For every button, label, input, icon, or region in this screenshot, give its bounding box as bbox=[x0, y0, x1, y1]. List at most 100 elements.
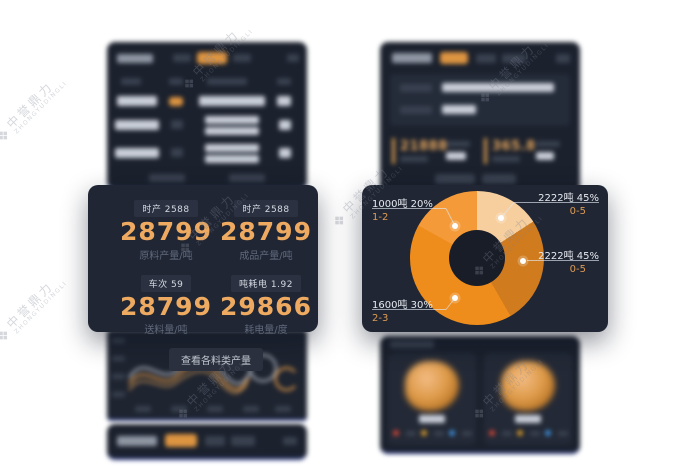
stat-sub-skeleton bbox=[536, 141, 560, 147]
stat-sub-skeleton bbox=[536, 152, 554, 160]
header-right-skeleton[interactable] bbox=[283, 437, 297, 445]
cell-skeleton bbox=[277, 96, 291, 106]
callout-bottom-left: 1600吨 30% bbox=[372, 300, 433, 311]
donut-chart[interactable] bbox=[410, 191, 544, 325]
stat-sub-skeleton bbox=[446, 152, 466, 160]
card-legend bbox=[484, 430, 572, 436]
cell-skeleton bbox=[169, 97, 183, 106]
watermark-logo-icon: ❖ bbox=[0, 124, 15, 147]
header-icon-skeleton[interactable] bbox=[556, 54, 570, 63]
tab-skeleton[interactable] bbox=[173, 54, 191, 62]
callout-top-right-range: 0-5 bbox=[569, 206, 586, 217]
panel-title-skeleton bbox=[117, 54, 153, 63]
x-tick-skeleton bbox=[135, 406, 151, 412]
stat-accent-bar bbox=[484, 138, 487, 164]
x-tick-skeleton bbox=[243, 406, 259, 412]
col-header-skeleton bbox=[169, 78, 183, 85]
stat-feed-amount: 车次 59 28799 送料量/吨 bbox=[116, 272, 216, 336]
blurred-table-panel bbox=[107, 42, 307, 190]
card-legend bbox=[388, 430, 476, 436]
watermark-logo-icon: ❖ bbox=[328, 209, 351, 232]
tab-skeleton[interactable] bbox=[476, 54, 496, 63]
col-header-skeleton bbox=[121, 78, 141, 85]
cell-skeleton bbox=[205, 144, 259, 152]
cell-skeleton bbox=[115, 148, 159, 158]
rock-image bbox=[501, 361, 555, 411]
footer-link-skeleton[interactable] bbox=[149, 174, 185, 182]
callout-top-left-range: 1-2 bbox=[372, 212, 389, 223]
stat-accent-bar bbox=[392, 138, 395, 164]
cell-skeleton bbox=[205, 155, 259, 163]
legend-dot-yellow bbox=[420, 430, 427, 436]
callout-top-left: 1000吨 20% bbox=[372, 199, 433, 210]
stat-label: 送料量/吨 bbox=[144, 325, 188, 336]
panel-title-skeleton bbox=[390, 340, 434, 348]
x-tick-skeleton bbox=[171, 406, 187, 412]
cell-skeleton bbox=[199, 96, 265, 106]
rock-card[interactable] bbox=[388, 353, 476, 445]
stat-value: 28799 bbox=[220, 217, 312, 246]
cell-skeleton bbox=[115, 120, 159, 130]
info-label-skeleton bbox=[400, 106, 432, 114]
rock-image bbox=[405, 361, 459, 411]
info-value-skeleton bbox=[442, 83, 554, 92]
stat-badge: 车次 59 bbox=[140, 274, 192, 292]
cell-skeleton bbox=[205, 127, 259, 135]
card-label-skeleton bbox=[419, 415, 445, 423]
bottom-button-skeleton[interactable] bbox=[435, 174, 475, 184]
tab-skeleton[interactable] bbox=[233, 54, 251, 62]
callout-bottom-left-range: 2-3 bbox=[372, 313, 389, 324]
legend-dot-red bbox=[392, 430, 399, 436]
cell-skeleton bbox=[279, 120, 291, 130]
cell-skeleton bbox=[171, 120, 183, 129]
active-tab-skeleton[interactable] bbox=[197, 52, 227, 64]
watermark: ❖ 中誉鼎力 ZHONGYUDINGLI bbox=[0, 71, 69, 147]
header-right-skeleton[interactable] bbox=[287, 54, 299, 62]
stat-label-skeleton bbox=[400, 156, 428, 162]
info-label-skeleton bbox=[400, 84, 432, 92]
cell-skeleton bbox=[117, 96, 157, 106]
stat-value: 28799 bbox=[120, 217, 212, 246]
stat-power-usage: 吨耗电 1.92 29866 耗电量/度 bbox=[216, 272, 316, 336]
tab-skeleton[interactable] bbox=[502, 54, 526, 63]
legend-dot-blue bbox=[544, 430, 551, 436]
callout-top-right: 2222吨 45% bbox=[538, 193, 599, 204]
active-tab-skeleton[interactable] bbox=[440, 52, 468, 64]
stat-raw-output: 时产 2588 28799 原料产量/吨 bbox=[116, 197, 216, 262]
stat-sub-skeleton bbox=[446, 141, 470, 147]
callout-lines bbox=[372, 202, 599, 310]
production-stats-panel: 时产 2588 28799 原料产量/吨 时产 2588 28799 成品产量/… bbox=[88, 185, 318, 371]
stat-badge: 吨耗电 1.92 bbox=[231, 274, 301, 292]
watermark: ❖ 中誉鼎力 ZHONGYUDINGLI bbox=[0, 271, 69, 347]
stat-label: 原料产量/吨 bbox=[139, 250, 193, 262]
blurred-cards-panel bbox=[380, 336, 580, 454]
blurred-stat-value: 21888 bbox=[400, 139, 448, 154]
stat-badge: 时产 2588 bbox=[234, 200, 298, 217]
card-label-skeleton bbox=[515, 415, 541, 423]
panel-title-skeleton bbox=[392, 53, 432, 63]
tab-skeleton[interactable] bbox=[231, 436, 255, 446]
legend-dot-yellow bbox=[516, 430, 523, 436]
panel-title-skeleton bbox=[117, 436, 157, 446]
callout-right: 2222吨 45% bbox=[538, 251, 599, 262]
bottom-button-skeleton[interactable] bbox=[482, 174, 516, 184]
blurred-info-panel: 21888 365.8 bbox=[380, 42, 580, 194]
col-header-skeleton bbox=[207, 78, 247, 85]
callout-right-range: 0-5 bbox=[569, 264, 586, 275]
stat-finished-output: 时产 2588 28799 成品产量/吨 bbox=[216, 197, 316, 262]
stat-value: 28799 bbox=[120, 291, 212, 321]
rock-card[interactable] bbox=[484, 353, 572, 445]
legend-dot-blue bbox=[448, 430, 455, 436]
y-tick-skeleton bbox=[112, 374, 125, 379]
y-tick-skeleton bbox=[112, 392, 125, 397]
view-material-output-button[interactable]: 查看各料类产量 bbox=[169, 348, 263, 371]
active-tab-skeleton[interactable] bbox=[165, 434, 197, 447]
x-tick-skeleton bbox=[275, 406, 291, 412]
tab-skeleton[interactable] bbox=[205, 436, 225, 446]
info-value-skeleton bbox=[442, 105, 476, 114]
footer-link-skeleton[interactable] bbox=[229, 174, 265, 182]
y-tick-skeleton bbox=[112, 356, 125, 361]
legend-dot-red bbox=[488, 430, 495, 436]
info-box-skeleton bbox=[390, 74, 570, 126]
